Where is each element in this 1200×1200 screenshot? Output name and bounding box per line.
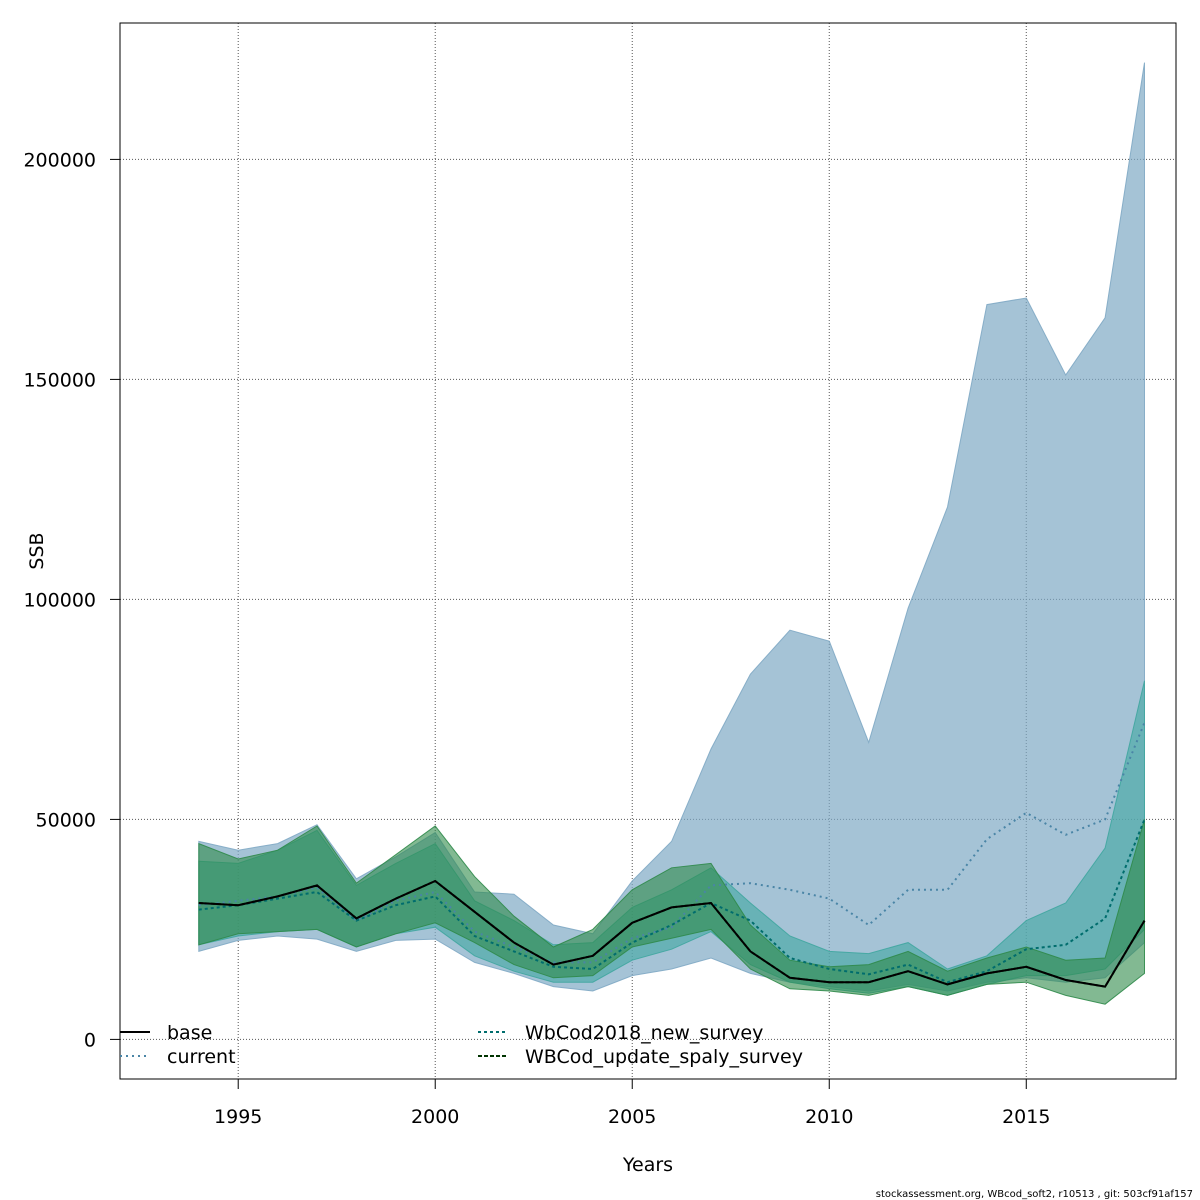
legend-label-current: current: [167, 1046, 236, 1068]
plot-frame: [119, 22, 1177, 1080]
confidence-bands: [198, 62, 1145, 1005]
band-WBCod_update_spaly_survey: [198, 819, 1145, 1005]
y-tick-label-50000: 50000: [36, 809, 96, 831]
legend-label-base: base: [167, 1022, 212, 1044]
x-tick-label-1995: 1995: [214, 1106, 262, 1128]
x-tick-label-2015: 2015: [1002, 1106, 1050, 1128]
y-axis-title: SSB: [26, 532, 48, 569]
line-current: [198, 722, 1146, 964]
x-axis-title: Years: [622, 1154, 673, 1176]
x-tick-label-2005: 2005: [608, 1106, 656, 1128]
y-tick-label-200000: 200000: [23, 149, 96, 171]
legend-label-WBCod_update_spaly_survey: WBCod_update_spaly_survey: [525, 1046, 803, 1068]
footnote: stockassessment.org, WBcod_soft2, r10513…: [876, 1189, 1193, 1200]
y-tick-label-150000: 150000: [23, 369, 96, 391]
legend-label-WbCod2018_new_survey: WbCod2018_new_survey: [525, 1022, 763, 1044]
y-axis: 0 50000 100000 150000 200000: [23, 149, 120, 1051]
series-lines: [198, 722, 1146, 988]
y-tick-label-100000: 100000: [23, 589, 96, 611]
line-base: [198, 879, 1146, 988]
band-current: [198, 62, 1145, 992]
line-WbCod2018_new_survey: [198, 819, 1146, 984]
x-tick-label-2010: 2010: [805, 1106, 853, 1128]
x-axis: 1995 2000 2005 2010 2015: [214, 1079, 1050, 1128]
x-tick-label-2000: 2000: [411, 1106, 459, 1128]
y-tick-label-0: 0: [84, 1029, 96, 1051]
